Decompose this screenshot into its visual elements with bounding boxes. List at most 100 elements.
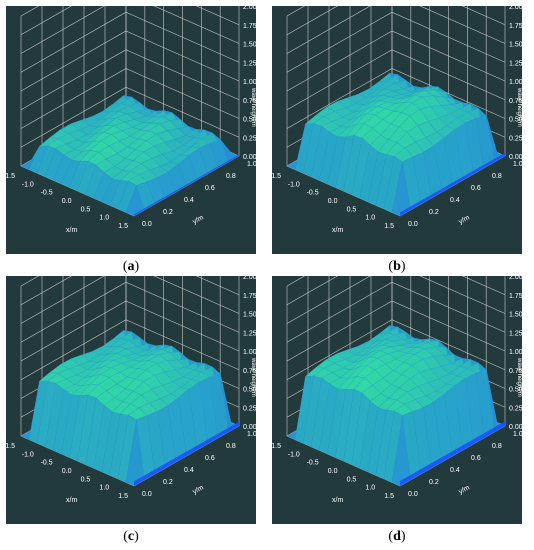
- y-tick-label: 0.8: [226, 173, 236, 180]
- y-axis-label: y/m: [458, 214, 471, 226]
- surface-side: [134, 421, 239, 486]
- x-tick-label: -0.5: [307, 190, 319, 197]
- z-tick-label: 0.50: [509, 117, 522, 124]
- grid-line: [20, 11, 240, 73]
- y-tick-label: 1.0: [247, 161, 256, 168]
- y-tick-label: 0.2: [429, 479, 439, 486]
- x-tick-label: -1.0: [22, 181, 34, 188]
- x-tick-label: 1.5: [118, 223, 128, 230]
- y-axis-label: y/m: [192, 214, 205, 226]
- x-tick-label: 1.0: [365, 485, 375, 492]
- z-tick-label: 0.50: [243, 117, 256, 124]
- z-tick-label: 1.75: [243, 23, 256, 30]
- x-tick-label: 1.0: [365, 215, 375, 222]
- y-tick-label: 1.0: [247, 431, 256, 438]
- grid-line: [286, 276, 505, 287]
- caption-b: (b): [388, 259, 406, 274]
- grid-line: [286, 6, 506, 36]
- chart-panel-a: -1.5 -1.0 -0.5 0.0 0.5 1.0 1.5 0.0 0.2 0.4 0.6 0.8 1…: [6, 6, 256, 254]
- x-tick-label: 0.0: [62, 198, 72, 205]
- surface-side: [400, 421, 505, 486]
- surface-side: [400, 152, 505, 216]
- grid-line: [286, 11, 506, 73]
- z-tick-label: 1.25: [243, 60, 256, 67]
- chart-panel-c: -1.5 -1.0 -0.5 0.0 0.5 1.0 1.5 0.0 0.2 0.4 0.6 0.8 1…: [6, 276, 256, 524]
- caption-letter-b: b: [393, 259, 401, 274]
- z-tick-label: 0.25: [509, 405, 522, 412]
- tick-labels: -1.5 -1.0 -0.5 0.0 0.5 1.0 1.5 0.0 0.2 0.4 0.6 0.8 1…: [272, 276, 522, 500]
- z-tick-label: 0.25: [243, 405, 256, 412]
- z-tick-label: 0.50: [243, 387, 256, 394]
- x-tick-label: 1.5: [384, 223, 394, 230]
- z-tick-label: 1.50: [509, 312, 522, 319]
- z-tick-label: 0.25: [243, 135, 256, 142]
- z-tick-label: 0.50: [509, 387, 522, 394]
- x-tick-label: -0.5: [41, 460, 53, 467]
- chart-panel-b: -1.5 -1.0 -0.5 0.0 0.5 1.0 1.5 0.0 0.2 0.4 0.6 0.8 1…: [272, 6, 522, 254]
- z-tick-label: 2.00: [243, 6, 256, 11]
- surface-chart-d: -1.5 -1.0 -0.5 0.0 0.5 1.0 1.5 0.0 0.2 0.4 0.6 0.8 1…: [272, 276, 522, 504]
- z-tick-label: 1.50: [509, 42, 522, 49]
- z-tick-label: 0.00: [243, 424, 256, 431]
- x-tick-label: -1.0: [22, 451, 34, 458]
- z-tick-label: 1.75: [243, 293, 256, 300]
- surface-group: [286, 325, 506, 487]
- tick-labels: -1.5 -1.0 -0.5 0.0 0.5 1.0 1.5 0.0 0.2 0.4 0.6 0.8 1…: [6, 276, 256, 500]
- y-tick-label: 1.0: [513, 161, 522, 168]
- y-tick-label: 0.0: [142, 221, 152, 228]
- z-axis-label: wave height/m: [516, 357, 522, 397]
- z-axis-label: wave height/m: [516, 87, 522, 127]
- z-tick-label: 0.75: [509, 368, 522, 375]
- grid-line: [20, 276, 239, 287]
- x-tick-label: 0.0: [328, 468, 338, 475]
- surface-group: [20, 95, 240, 217]
- y-tick-label: 0.0: [408, 221, 418, 228]
- caption-d: (d): [388, 529, 406, 544]
- surface-group: [20, 330, 240, 487]
- z-tick-label: 0.00: [509, 154, 522, 161]
- x-tick-label: 1.5: [384, 493, 394, 500]
- z-tick-label: 0.75: [509, 98, 522, 105]
- grid-line: [20, 276, 240, 324]
- caption-letter-a: a: [127, 259, 135, 274]
- y-tick-label: 0.8: [492, 173, 502, 180]
- y-tick-label: 0.6: [471, 185, 481, 192]
- surface-chart-a: -1.5 -1.0 -0.5 0.0 0.5 1.0 1.5 0.0 0.2 0.4 0.6 0.8 1…: [6, 6, 256, 234]
- y-axis-label: y/m: [458, 484, 471, 496]
- y-tick-label: 0.6: [205, 185, 215, 192]
- z-tick-label: 1.75: [509, 23, 522, 30]
- y-tick-label: 0.6: [205, 455, 215, 462]
- x-tick-label: 1.5: [118, 493, 128, 500]
- surface-chart-b: -1.5 -1.0 -0.5 0.0 0.5 1.0 1.5 0.0 0.2 0.4 0.6 0.8 1…: [272, 6, 522, 234]
- surface-group: [286, 72, 506, 217]
- caption-letter-c: c: [127, 529, 135, 544]
- x-tick-label: 0.0: [328, 198, 338, 205]
- x-tick-label: -1.5: [6, 443, 15, 450]
- y-tick-label: 0.2: [163, 209, 173, 216]
- grid-line: [20, 6, 240, 36]
- x-tick-label: 0.5: [347, 206, 357, 213]
- y-tick-label: 0.8: [226, 443, 236, 450]
- z-tick-label: 2.00: [509, 276, 522, 281]
- caption-a: (a): [122, 259, 140, 274]
- z-axis-label: wave height/m: [250, 357, 256, 397]
- x-tick-label: 1.0: [99, 485, 109, 492]
- z-tick-label: 1.25: [243, 330, 256, 337]
- z-tick-label: 0.75: [243, 368, 256, 375]
- grid-line: [20, 276, 240, 306]
- z-tick-label: 0.00: [509, 424, 522, 431]
- x-tick-label: -0.5: [307, 460, 319, 467]
- grid-line: [286, 6, 505, 17]
- z-tick-label: 2.00: [509, 6, 522, 11]
- chart-panel-d: -1.5 -1.0 -0.5 0.0 0.5 1.0 1.5 0.0 0.2 0.4 0.6 0.8 1…: [272, 276, 522, 524]
- y-tick-label: 1.0: [513, 431, 522, 438]
- y-tick-label: 0.6: [471, 455, 481, 462]
- z-tick-label: 1.00: [243, 349, 256, 356]
- z-tick-label: 0.00: [243, 154, 256, 161]
- grid-line: [286, 276, 506, 306]
- tick-labels: -1.5 -1.0 -0.5 0.0 0.5 1.0 1.5 0.0 0.2 0.4 0.6 0.8 1…: [6, 6, 256, 230]
- grid-line: [20, 6, 239, 17]
- x-axis-label: x/m: [66, 497, 77, 504]
- y-tick-label: 0.4: [184, 197, 194, 204]
- tick-labels: -1.5 -1.0 -0.5 0.0 0.5 1.0 1.5 0.0 0.2 0.4 0.6 0.8 1…: [272, 6, 522, 230]
